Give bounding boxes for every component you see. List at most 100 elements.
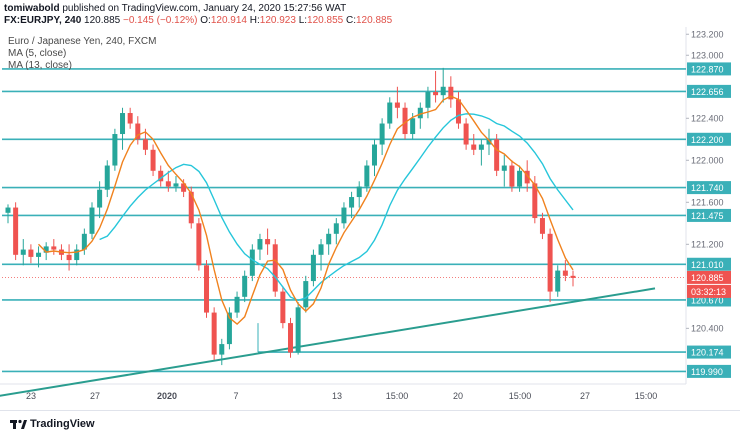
level-price-tag [687,257,731,271]
candle-body[interactable] [127,113,133,124]
candle-body[interactable] [234,296,240,313]
candle-body[interactable] [517,170,523,187]
candle-body[interactable] [135,123,141,140]
candle-body[interactable] [410,118,416,135]
candle-body[interactable] [211,312,217,355]
candle-body[interactable] [318,244,324,255]
candle-body[interactable] [5,207,11,213]
candle-body[interactable] [188,191,194,224]
candle-body[interactable] [280,291,286,324]
candle-body[interactable] [562,270,568,276]
candle-body[interactable] [196,223,202,266]
candle-body[interactable] [509,165,515,187]
tradingview-brand[interactable]: TradingView [30,418,95,430]
ma5-line[interactable] [38,95,574,326]
candle-body[interactable] [272,244,278,292]
candle-body[interactable] [181,183,187,192]
close-label: C: [345,15,356,26]
candle-body[interactable] [501,165,507,171]
candle-body[interactable] [165,181,171,187]
candle-body[interactable] [97,189,103,208]
x-tick-label: 15:00 [509,391,532,401]
candle-body[interactable] [295,307,301,353]
price-change: −0.145 (−0.12%) [122,15,198,26]
candle-body[interactable] [478,144,484,150]
legend-ma5[interactable]: MA (5, close) [8,48,67,59]
candle-body[interactable] [440,86,446,96]
candle-body[interactable] [158,170,164,182]
candle-body[interactable] [349,197,355,208]
publish-info: tomiwabold published on TradingView.com,… [4,3,346,14]
candle-body[interactable] [524,170,530,184]
candle-body[interactable] [486,139,492,145]
candle-body[interactable] [204,265,210,313]
level-price-tag [687,364,731,378]
candle-body[interactable] [43,246,49,253]
ma13-line[interactable] [99,113,574,302]
candle-body[interactable] [494,139,500,171]
candle-body[interactable] [539,218,545,234]
level-price-label: 122.656 [691,87,724,97]
candle-body[interactable] [471,144,477,150]
candle-body[interactable] [532,183,538,219]
x-tick-label: 20 [453,391,463,401]
candle-body[interactable] [104,165,110,190]
y-tick-label: 123.200 [691,29,724,39]
candle-body[interactable] [242,275,248,297]
legend-ma13[interactable]: MA (13, close) [8,60,72,71]
candle-body[interactable] [120,113,126,135]
candle-body[interactable] [570,275,576,278]
candles-group [5,67,576,366]
trendline[interactable] [0,287,656,400]
candle-body[interactable] [387,102,393,124]
candle-body[interactable] [112,134,118,166]
candle-body[interactable] [257,239,263,250]
candle-body[interactable] [66,254,72,261]
candle-body[interactable] [433,92,439,96]
candle-body[interactable] [173,183,179,187]
candle-body[interactable] [417,107,423,119]
candle-body[interactable] [326,233,332,245]
candle-body[interactable] [371,144,377,166]
candle-body[interactable] [463,123,469,145]
candle-body[interactable] [142,139,148,150]
candle-body[interactable] [425,92,431,108]
countdown-label: 03:32:13 [691,287,726,297]
candle-body[interactable] [265,239,271,245]
candle-body[interactable] [13,207,19,255]
candle-body[interactable] [455,99,461,124]
candle-body[interactable] [74,249,80,261]
candle-body[interactable] [51,246,57,250]
candle-body[interactable] [364,165,370,187]
candle-body[interactable] [219,344,225,355]
candle-body[interactable] [81,233,87,250]
level-price-tag [687,181,731,195]
candle-body[interactable] [310,254,316,282]
candle-body[interactable] [333,223,339,234]
author-username[interactable]: tomiwabold [4,3,60,14]
chart-frame[interactable]: 122.870 122.656 122.200 121.740 121.475 121.0… [0,27,740,410]
candle-body[interactable] [150,149,156,171]
candle-body[interactable] [288,323,293,353]
current-price-label: 120.885 [691,273,724,283]
candle-body[interactable] [555,270,561,292]
y-tick-label: 122.400 [691,113,724,123]
price-chart[interactable]: 122.870 122.656 122.200 121.740 121.475 121.0… [0,27,740,410]
candle-body[interactable] [36,252,42,257]
candle-body[interactable] [547,233,553,292]
candle-body[interactable] [402,107,408,135]
candle-body[interactable] [379,123,385,145]
candle-body[interactable] [89,207,95,234]
x-tick-label: 27 [580,391,590,401]
candle-body[interactable] [20,249,26,255]
candle-body[interactable] [28,249,34,257]
level-price-label: 122.870 [691,64,724,74]
candle-body[interactable] [394,102,400,108]
candle-body[interactable] [226,312,232,345]
candle-body[interactable] [341,207,347,224]
level-price-label: 119.990 [691,367,723,377]
candle-body[interactable] [303,281,309,308]
candle-body[interactable] [249,249,255,276]
candle-body[interactable] [356,186,362,198]
candle-body[interactable] [448,86,454,100]
